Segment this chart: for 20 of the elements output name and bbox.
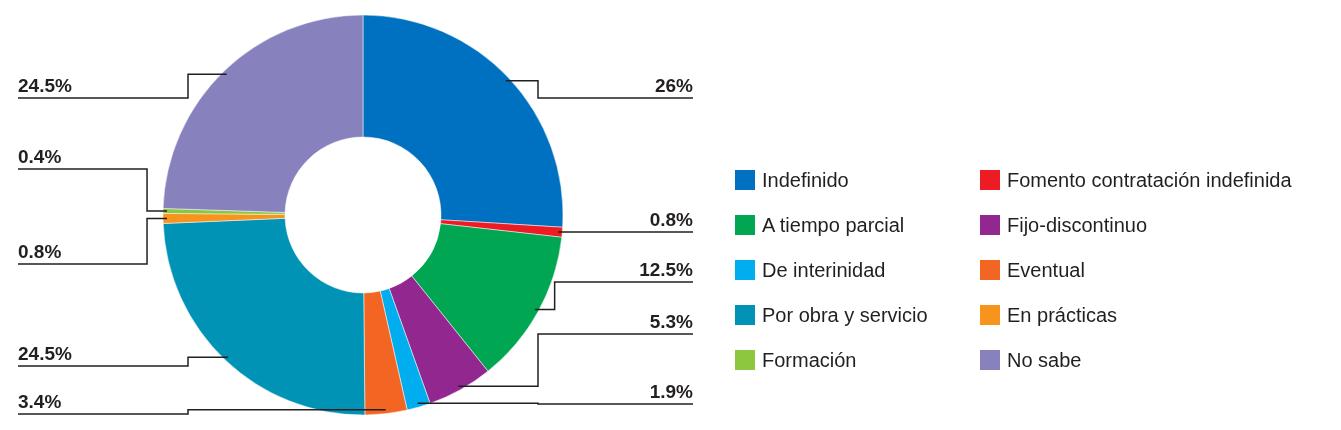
data-label: 12.5% <box>639 259 694 280</box>
data-label: 5.3% <box>649 311 694 332</box>
data-label: 26% <box>654 75 694 96</box>
legend-label: De interinidad <box>762 259 886 281</box>
legend-label: A tiempo parcial <box>762 214 905 236</box>
data-label: 0.8% <box>18 241 62 262</box>
legend-label: En prácticas <box>1007 304 1118 326</box>
legend-label: Eventual <box>1007 259 1085 281</box>
legend-label: Fijo-discontinuo <box>1007 214 1148 236</box>
data-label: 24.5% <box>18 343 72 364</box>
legend-label: Formación <box>762 349 857 371</box>
data-label: 0.8% <box>649 209 694 230</box>
legend-label: Por obra y servicio <box>762 304 928 326</box>
data-label: 3.4% <box>18 391 62 412</box>
legend-label: No sabe <box>1007 349 1082 371</box>
data-label: 1.9% <box>649 381 694 402</box>
legend-label: Indefinido <box>762 169 849 191</box>
data-label: 0.4% <box>18 146 62 167</box>
legend-label: Fomento contratación indefinida <box>1007 169 1293 191</box>
data-label: 24.5% <box>18 75 72 96</box>
